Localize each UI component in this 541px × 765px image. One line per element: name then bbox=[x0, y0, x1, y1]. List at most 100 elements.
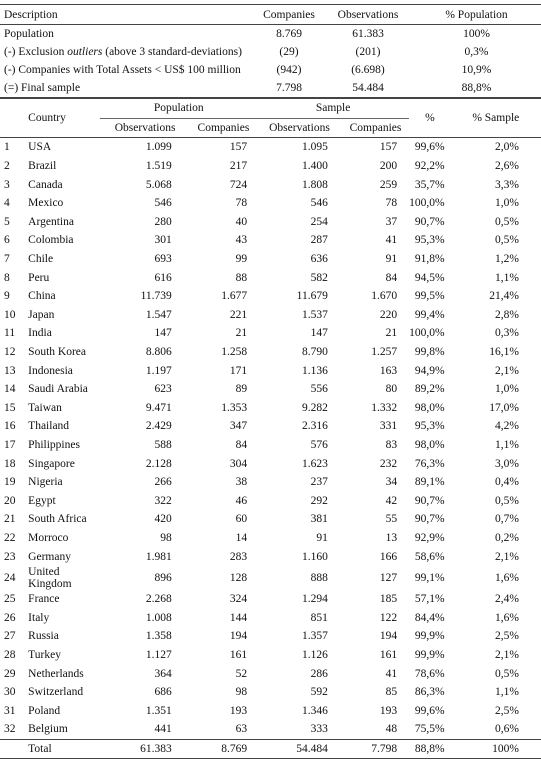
country-name: Egypt bbox=[28, 494, 56, 507]
pct-sample: 2,1% bbox=[495, 648, 519, 661]
population-observations: 364 bbox=[154, 667, 172, 680]
country-name: Poland bbox=[28, 704, 61, 717]
country-name: Thailand bbox=[28, 420, 70, 433]
table-row: 10 Japan 1.547 221 1.537 220 99,4% 2,8% bbox=[0, 306, 541, 325]
pct-sample: 1,1% bbox=[495, 438, 519, 451]
total-population-companies: 8.769 bbox=[189, 738, 258, 760]
sample-observations: 8.790 bbox=[301, 346, 328, 359]
sample-companies: 1.257 bbox=[371, 346, 398, 359]
pct-sample: 1,6% bbox=[495, 571, 519, 584]
table-row: 23 Germany 1.981 283 1.160 166 58,6% 2,1% bbox=[0, 547, 541, 566]
row-number: 18 bbox=[4, 457, 16, 470]
pct-sample: 2,5% bbox=[495, 704, 519, 717]
country-table-header-row-2: Observations Companies Observations Comp… bbox=[0, 118, 541, 139]
country-name: Peru bbox=[28, 271, 50, 284]
pct-population: 90,7% bbox=[414, 494, 445, 507]
summary-pct: 88,8% bbox=[412, 79, 541, 98]
sample-observations: 582 bbox=[310, 271, 328, 284]
table-row: 24 United Kingdom 896 128 888 127 99,1% 1,6% bbox=[0, 566, 541, 590]
pct-sample: 21,4% bbox=[489, 290, 519, 303]
sample-companies: 41 bbox=[385, 667, 398, 680]
country-name: South Africa bbox=[28, 513, 87, 526]
population-companies: 89 bbox=[235, 383, 248, 396]
pct-sample: 1,1% bbox=[495, 686, 519, 699]
table-row: 12 South Korea 8.806 1.258 8.790 1.257 99,8% 16… bbox=[0, 343, 541, 362]
pct-population: 99,4% bbox=[414, 308, 445, 321]
pct-population: 35,7% bbox=[414, 178, 445, 191]
row-number: 20 bbox=[4, 494, 16, 507]
sample-companies: 163 bbox=[379, 364, 398, 377]
sample-observations: 1.537 bbox=[301, 308, 328, 321]
country-name: Canada bbox=[28, 178, 63, 191]
pct-population: 92,9% bbox=[414, 531, 445, 544]
table-row: 18 Singapore 2.128 304 1.623 232 76,3% 3,0% bbox=[0, 454, 541, 473]
country-name: Mexico bbox=[28, 197, 64, 210]
country-name: India bbox=[28, 327, 52, 340]
table-row: 9 China 11.739 1.677 11.679 1.670 99,5% 21,4% bbox=[0, 287, 541, 306]
sample-observations: 1.126 bbox=[301, 648, 328, 661]
table-row: 26 Italy 1.008 144 851 122 84,4% 1,6% bbox=[0, 608, 541, 627]
population-observations: 1.981 bbox=[145, 550, 172, 563]
population-companies: 78 bbox=[235, 197, 248, 210]
population-companies: 21 bbox=[235, 327, 248, 340]
population-observations: 11.739 bbox=[140, 290, 172, 303]
total-population-observations: 61.383 bbox=[100, 738, 190, 760]
summary-observations: (201) bbox=[355, 46, 381, 58]
sample-observations: 546 bbox=[310, 197, 328, 210]
pct-sample: 16,1% bbox=[489, 346, 519, 359]
population-companies: 1.353 bbox=[221, 401, 248, 414]
sample-companies: 85 bbox=[385, 686, 398, 699]
pct-sample: 1,0% bbox=[495, 197, 519, 210]
header-sample: Sample bbox=[257, 98, 410, 119]
table-row: 2 Brazil 1.519 217 1.400 200 92,2% 2,6% bbox=[0, 157, 541, 176]
pct-population: 95,3% bbox=[414, 234, 445, 247]
header-sample-companies: Companies bbox=[341, 118, 410, 139]
sample-observations: 254 bbox=[310, 215, 328, 228]
population-observations: 98 bbox=[160, 531, 172, 544]
population-companies: 46 bbox=[235, 494, 248, 507]
population-observations: 2.268 bbox=[145, 593, 172, 606]
pct-population: 99,8% bbox=[414, 346, 445, 359]
table-row: 6 Colombia 301 43 287 41 95,3% 0,5% bbox=[0, 231, 541, 250]
population-observations: 420 bbox=[154, 513, 172, 526]
population-companies: 193 bbox=[229, 704, 248, 717]
pct-sample: 0,5% bbox=[495, 234, 519, 247]
sample-observations: 1.808 bbox=[301, 178, 328, 191]
table-row: 14 Saudi Arabia 623 89 556 80 89,2% 1,0% bbox=[0, 380, 541, 399]
table-row: 29 Netherlands 364 52 286 41 78,6% 0,5% bbox=[0, 664, 541, 683]
header-pct: % bbox=[409, 97, 451, 139]
pct-sample: 2,6% bbox=[495, 160, 519, 173]
summary-observations: 61.383 bbox=[352, 28, 384, 40]
pct-population: 89,1% bbox=[414, 476, 445, 489]
pct-population: 86,3% bbox=[414, 686, 445, 699]
row-number: 10 bbox=[4, 308, 16, 321]
header-sample-observations: Observations bbox=[257, 118, 342, 139]
row-number: 2 bbox=[4, 160, 10, 173]
sample-companies: 193 bbox=[379, 704, 398, 717]
sample-companies: 84 bbox=[385, 271, 398, 284]
sample-observations: 147 bbox=[310, 327, 328, 340]
country-name: Netherlands bbox=[28, 667, 84, 680]
population-companies: 63 bbox=[235, 723, 248, 736]
table-row: 32 Belgium 441 63 333 48 75,5% 0,6% bbox=[0, 720, 541, 739]
population-companies: 324 bbox=[229, 593, 248, 606]
table-row: 4 Mexico 546 78 546 78 100,0% 1,0% bbox=[0, 194, 541, 213]
country-name: United Kingdom bbox=[28, 565, 72, 590]
population-observations: 546 bbox=[154, 197, 172, 210]
population-companies: 38 bbox=[235, 476, 248, 489]
country-name: Belgium bbox=[28, 723, 68, 736]
sample-observations: 292 bbox=[310, 494, 328, 507]
row-number: 5 bbox=[4, 215, 10, 228]
country-name: Russia bbox=[28, 630, 59, 643]
country-name: Chile bbox=[28, 253, 54, 266]
table-row: 15 Taiwan 9.471 1.353 9.282 1.332 98,0% 17,0% bbox=[0, 399, 541, 418]
row-number: 8 bbox=[4, 271, 10, 284]
sample-observations: 576 bbox=[310, 438, 328, 451]
country-name: Singapore bbox=[28, 457, 75, 470]
pct-population: 100,0% bbox=[409, 327, 445, 340]
row-number: 26 bbox=[4, 611, 16, 624]
table-row: 8 Peru 616 88 582 84 94,5% 1,1% bbox=[0, 268, 541, 287]
population-companies: 221 bbox=[229, 308, 248, 321]
summary-header-row: Description Companies Observations % Pop… bbox=[0, 4, 541, 25]
row-number: 15 bbox=[4, 401, 16, 414]
